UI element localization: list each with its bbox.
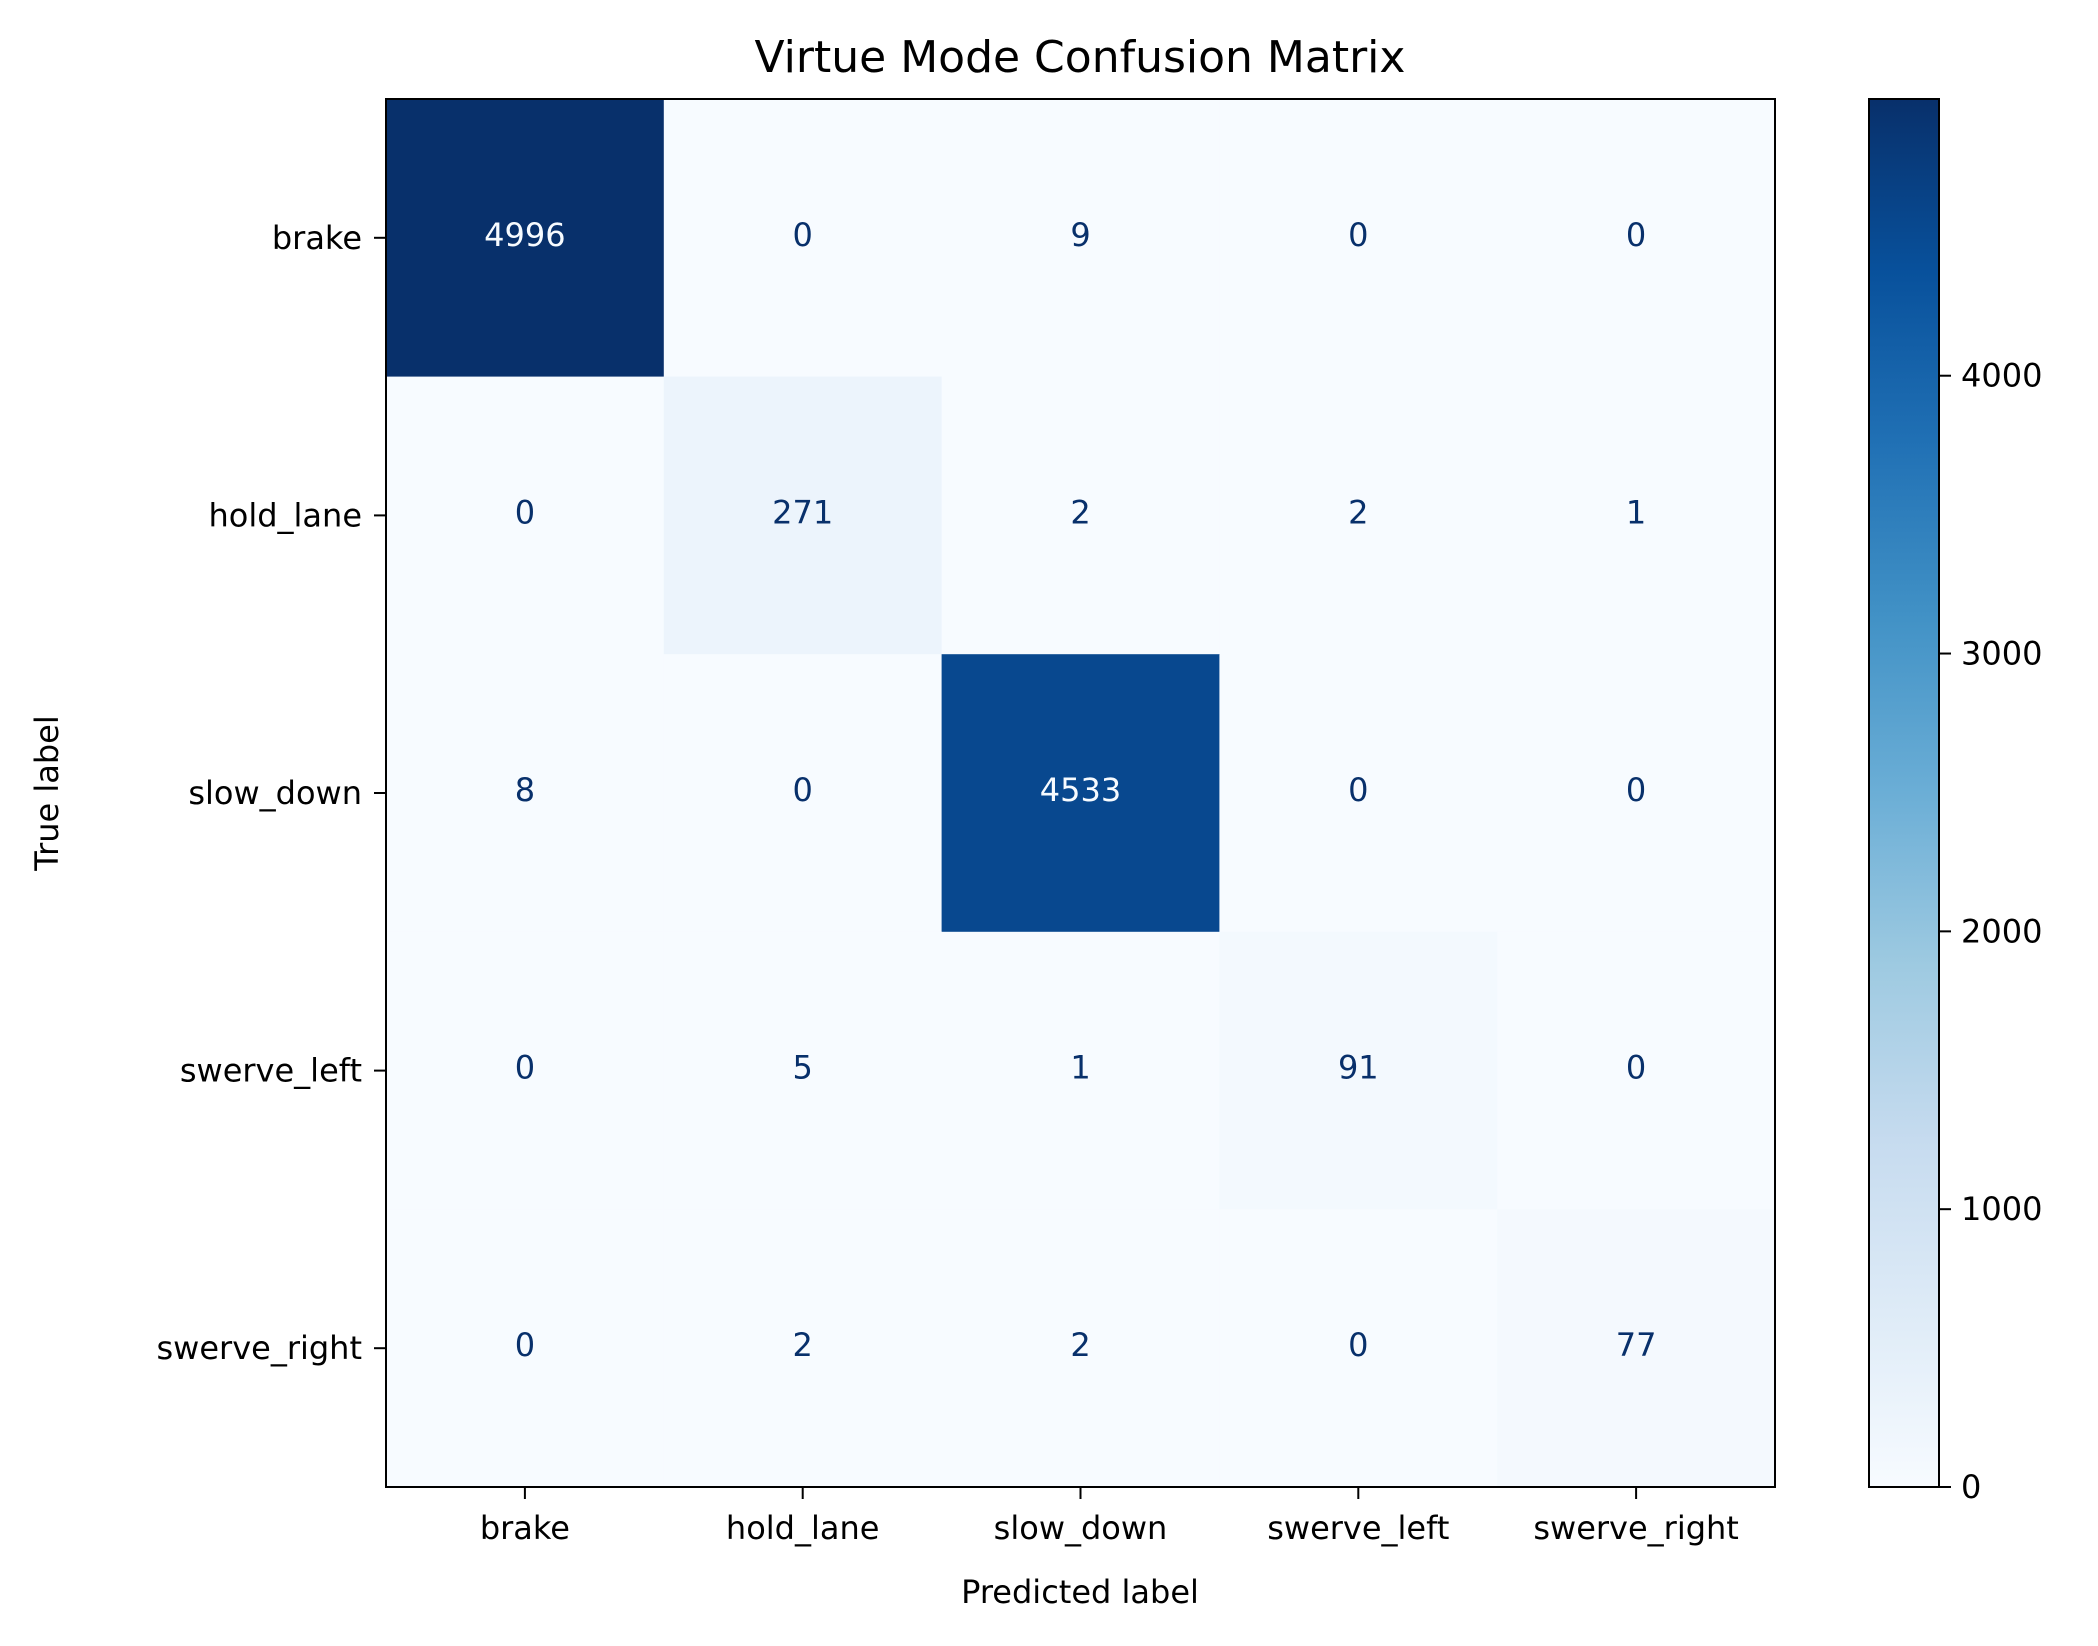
y-tick-label: slow_down	[188, 774, 362, 812]
cell-value-label: 2	[1348, 493, 1368, 531]
cell-value-label: 0	[1626, 1049, 1646, 1087]
cell-value-label: 0	[1348, 216, 1368, 254]
cell-value-label: 77	[1616, 1326, 1657, 1364]
cell-value-labels: 4996 0 9 0 0 0 271 2 2 1 8 0 4533 0 0 0 5 1 91 0 0 2 2 0 77	[484, 216, 1656, 1364]
y-tick-label: swerve_right	[157, 1329, 363, 1367]
heatmap-cell	[1219, 654, 1498, 933]
colorbar-tick-label: 0	[1961, 1468, 1981, 1506]
heatmap-cell	[1219, 99, 1498, 378]
x-tick-label: swerve_right	[1533, 1509, 1739, 1547]
y-tick-label: brake	[272, 219, 362, 257]
heatmap-cell	[941, 654, 1220, 933]
cell-value-label: 1	[1626, 493, 1646, 531]
heatmap-cell	[1497, 1209, 1776, 1488]
cell-value-label: 0	[793, 771, 813, 809]
heatmap-cell	[663, 1209, 943, 1488]
x-tick-label: swerve_left	[1267, 1509, 1449, 1547]
x-axis-label: Predicted label	[961, 1573, 1199, 1611]
cell-value-label: 2	[1070, 493, 1090, 531]
x-tick-label: brake	[480, 1509, 570, 1547]
cell-value-label: 0	[1626, 771, 1646, 809]
x-tick-label: hold_lane	[726, 1509, 880, 1547]
heatmap-cell	[386, 99, 665, 378]
heatmap-cells	[386, 99, 1776, 1488]
chart-title: Virtue Mode Confusion Matrix	[755, 32, 1406, 83]
cell-value-label: 0	[1626, 216, 1646, 254]
heatmap-cell	[386, 931, 665, 1210]
cell-value-label: 0	[515, 1326, 535, 1364]
cell-value-label: 0	[515, 1049, 535, 1087]
colorbar-tick-label: 1000	[1961, 1190, 2042, 1228]
cell-value-label: 9	[1070, 216, 1090, 254]
cell-value-label: 0	[793, 216, 813, 254]
heatmap-cell	[1219, 931, 1498, 1210]
heatmap-cell	[386, 654, 665, 933]
cell-value-label: 2	[793, 1326, 813, 1364]
colorbar	[1868, 98, 1940, 1488]
cell-value-label: 5	[793, 1049, 813, 1087]
heatmap-cell	[663, 654, 943, 933]
heatmap-cell	[663, 931, 943, 1210]
y-tick-label: hold_lane	[208, 496, 362, 534]
heatmap-cell	[386, 1209, 665, 1488]
heatmap-cell	[941, 99, 1220, 378]
heatmap-cell	[941, 931, 1220, 1210]
cell-value-label: 1	[1070, 1049, 1090, 1087]
heatmap-cell	[1219, 1209, 1498, 1488]
cell-value-label: 0	[515, 493, 535, 531]
cell-value-label: 91	[1338, 1049, 1379, 1087]
heatmap-cell	[663, 99, 943, 378]
heatmap-cell	[1497, 99, 1776, 378]
cell-value-label: 8	[515, 771, 535, 809]
colorbar-tick-label: 4000	[1961, 357, 2042, 395]
cell-value-label: 4533	[1040, 771, 1121, 809]
y-axis: brake hold_lane slow_down swerve_leftswerve…	[157, 219, 386, 1367]
y-tick-label: swerve_left	[180, 1052, 362, 1090]
colorbar-tick-label: 3000	[1961, 635, 2042, 673]
heatmap-cell	[1219, 376, 1498, 655]
heatmap-cell	[941, 376, 1220, 655]
cell-value-label: 0	[1348, 1326, 1368, 1364]
heatmap-cell	[941, 1209, 1220, 1488]
heatmap-cell	[1497, 376, 1776, 655]
cell-value-label: 271	[772, 493, 833, 531]
cell-value-label: 2	[1070, 1326, 1090, 1364]
heatmap-cell	[386, 376, 665, 655]
y-axis-label: True label	[28, 715, 66, 872]
heatmap-cell	[1497, 654, 1776, 933]
cell-value-label: 4996	[484, 216, 565, 254]
x-tick-label: slow_down	[994, 1509, 1168, 1547]
heatmap-cell	[1497, 931, 1776, 1210]
x-axis: brake hold_lane slow_down swerve_left swerve…	[480, 1487, 1739, 1547]
heatmap-cell	[663, 376, 943, 655]
colorbar-ticks: 0 1000 2000 3000 4000	[1939, 357, 2042, 1506]
cell-value-label: 0	[1348, 771, 1368, 809]
colorbar-tick-label: 2000	[1961, 912, 2042, 950]
